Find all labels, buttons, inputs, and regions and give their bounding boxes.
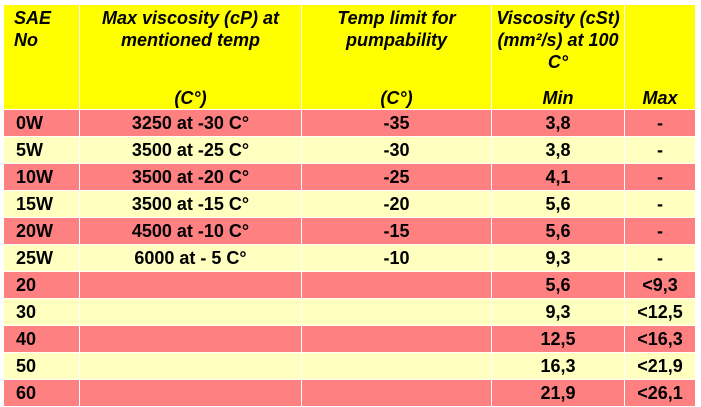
min-viscosity-cell: 5,6: [491, 271, 625, 299]
max-viscosity-100-cell: -: [624, 109, 696, 137]
max-viscosity-100-cell: <12,5: [624, 298, 696, 326]
temp-limit-cell: -15: [301, 217, 492, 245]
header-max-viscosity-label: Max viscosity (cP) at mentioned temp: [101, 8, 280, 50]
table-row: 20W 4500 at -10 C° -15 5,6-: [3, 217, 696, 245]
header-row: SAE No Max viscosity (cP) at mentioned t…: [3, 4, 696, 110]
max-viscosity-cell: [79, 298, 302, 326]
max-viscosity-100-cell: -: [624, 190, 696, 218]
header-viscosity-cell: Viscosity (cSt) (mm²/s) at 100 C° Min: [491, 4, 625, 110]
min-viscosity-cell: 21,9: [491, 379, 625, 407]
min-viscosity-cell: 4,1: [491, 163, 625, 191]
temp-limit-cell: -25: [301, 163, 492, 191]
max-viscosity-100-cell: <26,1: [624, 379, 696, 407]
table-row: 10W 3500 at -20 C° -25 4,1-: [3, 163, 696, 191]
min-viscosity-cell: 5,6: [491, 190, 625, 218]
temp-limit-cell: -10: [301, 244, 492, 272]
min-viscosity-cell: 16,3: [491, 352, 625, 380]
min-viscosity-cell: 9,3: [491, 298, 625, 326]
min-viscosity-cell: 9,3: [491, 244, 625, 272]
header-max-viscosity-unit: (C°): [174, 88, 207, 108]
header-sae-label: SAE No: [14, 8, 52, 50]
min-viscosity-cell: 3,8: [491, 136, 625, 164]
max-viscosity-100-cell: -: [624, 136, 696, 164]
max-viscosity-100-cell: <16,3: [624, 325, 696, 353]
min-viscosity-cell: 3,8: [491, 109, 625, 137]
header-max-label: Max: [642, 88, 678, 108]
sae-grade-cell: 0W: [3, 109, 80, 137]
max-viscosity-cell: 3500 at -15 C°: [79, 190, 302, 218]
sae-grade-cell: 10W: [3, 163, 80, 191]
max-viscosity-100-cell: -: [624, 244, 696, 272]
max-viscosity-cell: [79, 379, 302, 407]
table-row: 5W 3500 at -25 C° -30 3,8-: [3, 136, 696, 164]
temp-limit-cell: [301, 298, 492, 326]
table-row: 50 16,3 <21,9: [3, 352, 696, 380]
header-viscosity-label: Viscosity (cSt) (mm²/s) at 100 C°: [496, 8, 620, 72]
sae-grade-cell: 50: [3, 352, 80, 380]
sae-grade-cell: 60: [3, 379, 80, 407]
sae-viscosity-sheet: SAE No Max viscosity (cP) at mentioned t…: [3, 4, 696, 407]
min-viscosity-cell: 12,5: [491, 325, 625, 353]
temp-limit-cell: -30: [301, 136, 492, 164]
header-sae-cell: SAE No: [3, 4, 80, 110]
header-temp-limit-unit: (C°): [380, 88, 413, 108]
temp-limit-cell: [301, 271, 492, 299]
table-row: 30 9,3 <12,5: [3, 298, 696, 326]
table-row: 20 5,6 <9,3: [3, 271, 696, 299]
table-row: 15W 3500 at -15 C° -20 5,6-: [3, 190, 696, 218]
sae-grade-cell: 30: [3, 298, 80, 326]
max-viscosity-cell: 3500 at -20 C°: [79, 163, 302, 191]
max-viscosity-100-cell: <9,3: [624, 271, 696, 299]
max-viscosity-100-cell: <21,9: [624, 352, 696, 380]
sae-grade-cell: 25W: [3, 244, 80, 272]
table-row: 40 12,5 <16,3: [3, 325, 696, 353]
temp-limit-cell: [301, 352, 492, 380]
table-row: 25W 6000 at - 5 C° -10 9,3-: [3, 244, 696, 272]
header-max-viscosity-cell: Max viscosity (cP) at mentioned temp (C°…: [79, 4, 302, 110]
max-viscosity-100-cell: -: [624, 217, 696, 245]
sae-grade-cell: 20W: [3, 217, 80, 245]
temp-limit-cell: -35: [301, 109, 492, 137]
temp-limit-cell: [301, 379, 492, 407]
max-viscosity-cell: 4500 at -10 C°: [79, 217, 302, 245]
max-viscosity-cell: 3500 at -25 C°: [79, 136, 302, 164]
sae-grade-cell: 15W: [3, 190, 80, 218]
header-temp-limit-label: Temp limit for pumpability: [337, 8, 456, 50]
sae-grade-cell: 20: [3, 271, 80, 299]
sae-grade-cell: 40: [3, 325, 80, 353]
header-temp-limit-cell: Temp limit for pumpability (C°): [301, 4, 492, 110]
header-min-label: Min: [542, 88, 574, 108]
min-viscosity-cell: 5,6: [491, 217, 625, 245]
max-viscosity-cell: [79, 271, 302, 299]
max-viscosity-100-cell: -: [624, 163, 696, 191]
max-viscosity-cell: 6000 at - 5 C°: [79, 244, 302, 272]
sae-grade-cell: 5W: [3, 136, 80, 164]
header-max-cell: Max: [624, 4, 696, 110]
max-viscosity-cell: 3250 at -30 C°: [79, 109, 302, 137]
temp-limit-cell: [301, 325, 492, 353]
sae-viscosity-table: SAE No Max viscosity (cP) at mentioned t…: [3, 4, 696, 407]
table-row: 60 21,9 <26,1: [3, 379, 696, 407]
temp-limit-cell: -20: [301, 190, 492, 218]
max-viscosity-cell: [79, 352, 302, 380]
table-row: 0W 3250 at -30 C° -35 3,8-: [3, 109, 696, 137]
max-viscosity-cell: [79, 325, 302, 353]
